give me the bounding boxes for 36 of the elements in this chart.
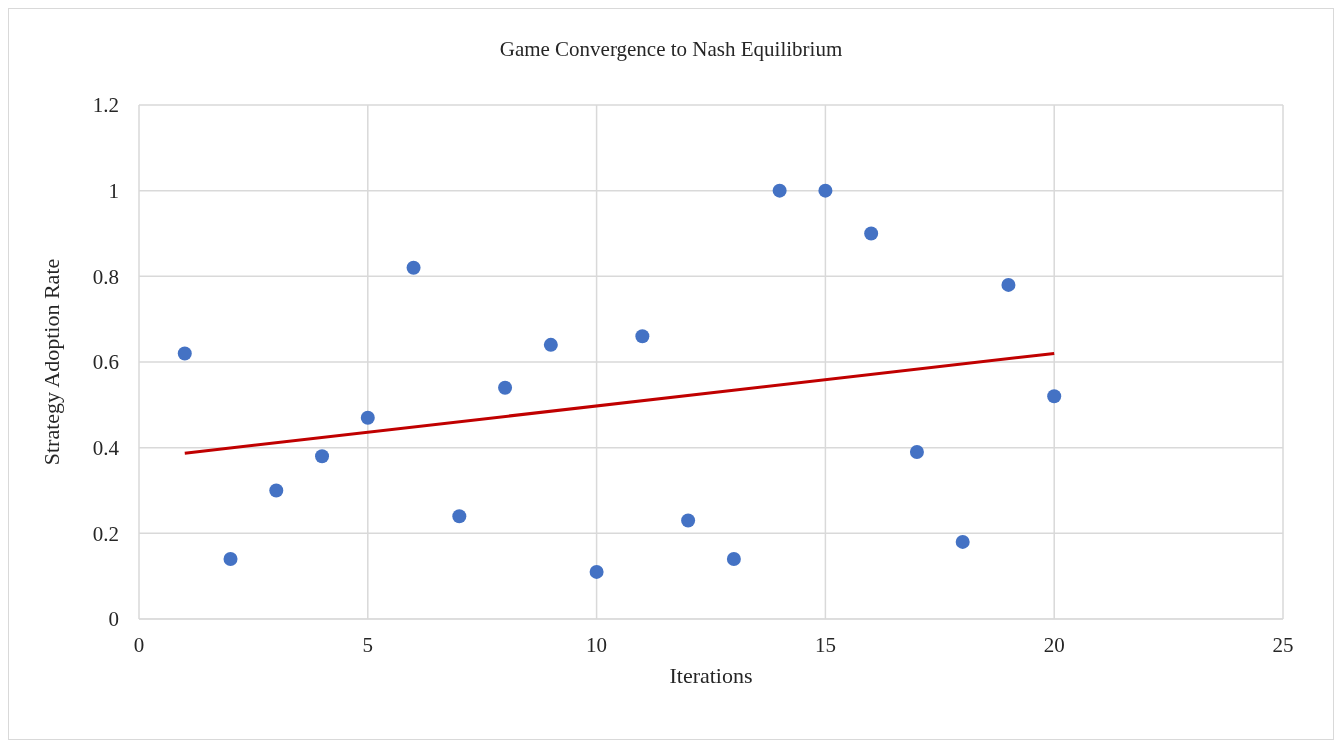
y-tick-label: 0.4 <box>92 436 120 461</box>
point <box>498 380 513 395</box>
point <box>406 260 421 275</box>
point <box>177 346 192 361</box>
x-tick-label: 15 <box>814 632 836 657</box>
point <box>589 564 604 579</box>
x-tick-label: 5 <box>362 632 374 657</box>
point <box>269 483 284 498</box>
point <box>360 410 375 425</box>
point <box>635 329 650 344</box>
point <box>452 509 467 524</box>
y-tick-label: 0 <box>108 607 119 632</box>
x-tick-label: 0 <box>133 632 145 657</box>
point <box>1047 389 1062 404</box>
point <box>955 534 970 549</box>
y-tick-label: 1 <box>108 179 119 204</box>
point <box>543 337 558 352</box>
y-tick-label: 0.2 <box>92 521 119 546</box>
y-tick-label: 0.6 <box>92 350 119 375</box>
x-tick-label: 20 <box>1043 632 1065 657</box>
y-axis-title: Strategy Adoption Rate <box>38 258 64 466</box>
point <box>772 183 787 198</box>
point <box>726 552 741 567</box>
chart-title: Game Convergence to Nash Equilibrium <box>498 37 844 62</box>
point <box>223 552 238 567</box>
x-tick-label: 25 <box>1272 632 1294 657</box>
y-tick-label: 0.8 <box>92 264 119 289</box>
point <box>1001 277 1016 292</box>
point <box>909 444 924 459</box>
point <box>864 226 879 241</box>
point <box>818 183 833 198</box>
x-tick-label: 10 <box>586 632 608 657</box>
x-axis-title: Iterations <box>669 663 753 688</box>
point <box>315 449 330 464</box>
y-tick-label: 1.2 <box>92 93 119 118</box>
point <box>681 513 696 528</box>
